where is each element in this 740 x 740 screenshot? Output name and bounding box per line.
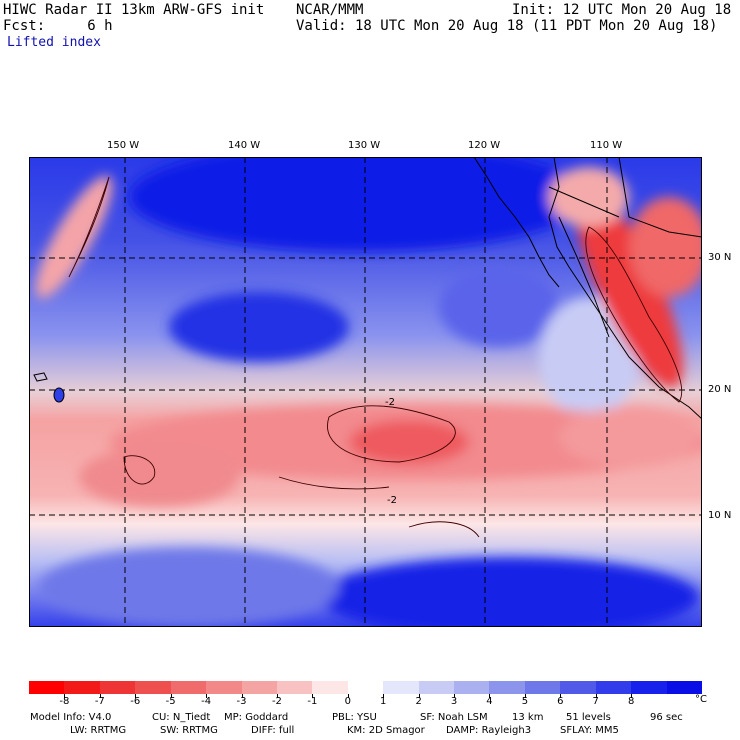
colorbar-swatch xyxy=(135,681,172,694)
footer-levels: 51 levels xyxy=(566,712,611,723)
colorbar-tick-label: 0 xyxy=(344,696,351,707)
colorbar-unit: °C xyxy=(695,694,707,705)
footer-mp: MP: Goddard xyxy=(224,712,289,723)
footer-sf: SF: Noah LSM xyxy=(420,712,488,723)
footer-diff: DIFF: full xyxy=(251,725,295,736)
map-frame xyxy=(29,157,702,627)
colorbar-tick xyxy=(383,694,385,698)
lat-label-20n: 20 N xyxy=(708,384,732,395)
contours xyxy=(68,176,683,538)
footer-pbl: PBL: YSU xyxy=(332,712,377,723)
colorbar-tick xyxy=(347,694,349,698)
colorbar-tick xyxy=(99,694,101,698)
colorbar-tick-label: 7 xyxy=(592,696,599,707)
footer-km: KM: 2D Smagor xyxy=(347,725,425,736)
colorbar-tick-label: -3 xyxy=(236,696,247,707)
colorbar-tick xyxy=(418,694,420,698)
contour-label-2: -2 xyxy=(387,495,397,506)
colorbar-tick xyxy=(206,694,208,698)
footer-timestep: 96 sec xyxy=(650,712,683,723)
lat-label-30n: 30 N xyxy=(708,252,732,263)
colorbar-swatch xyxy=(99,681,136,694)
colorbar-tick-label: 6 xyxy=(557,696,564,707)
colorbar-swatch xyxy=(170,681,207,694)
colorbar-swatch xyxy=(454,681,490,694)
colorbar-tick xyxy=(135,694,137,698)
valid-time: Valid: 18 UTC Mon 20 Aug 18 (11 PDT Mon … xyxy=(296,18,718,34)
colorbar-swatch xyxy=(276,681,313,694)
init-time: Init: 12 UTC Mon 20 Aug 18 xyxy=(512,2,732,18)
field-shading xyxy=(35,142,709,637)
colorbar-tick xyxy=(560,694,562,698)
colorbar-tick xyxy=(170,694,172,698)
colorbar-swatch xyxy=(418,681,455,694)
footer-resolution: 13 km xyxy=(512,712,544,723)
forecast-hour: Fcst: 6 h xyxy=(3,18,113,34)
contour-label: -2 xyxy=(385,397,395,408)
colorbar-tick-label: -6 xyxy=(130,696,141,707)
institution-label: NCAR/MMM xyxy=(296,2,364,18)
colorbar-tick xyxy=(595,694,597,698)
colorbar-tick-label: 4 xyxy=(486,696,493,707)
footer-model-info: Model Info: V4.0 xyxy=(30,712,112,723)
colorbar-tick xyxy=(631,694,633,698)
colorbar-swatch xyxy=(489,681,526,694)
colorbar-tick xyxy=(64,694,66,698)
model-title: HIWC Radar II 13km ARW-GFS init xyxy=(3,2,265,18)
colorbar-tick-label: 8 xyxy=(627,696,635,707)
colorbar-tick xyxy=(312,694,314,698)
colorbar-tick xyxy=(241,694,243,698)
lon-label-110w: 110 W xyxy=(590,140,623,151)
colorbar-swatch xyxy=(29,681,65,694)
lon-label-130w: 130 W xyxy=(348,140,381,151)
lon-label-120w: 120 W xyxy=(468,140,501,151)
lifted-index-map: -2 -2 xyxy=(29,142,709,637)
colorbar-swatch xyxy=(206,681,242,694)
lon-label-150w: 150 W xyxy=(107,140,140,151)
colorbar-tick-label: -1 xyxy=(307,696,318,707)
colorbar-tick-label: -5 xyxy=(165,696,176,707)
hawaii-islands xyxy=(33,372,65,403)
footer-sflay: SFLAY: MM5 xyxy=(560,725,619,736)
colorbar-swatch xyxy=(241,681,278,694)
colorbar-tick xyxy=(276,694,278,698)
footer-damp: DAMP: Rayleigh3 xyxy=(446,725,532,736)
colorbar-swatch xyxy=(312,681,349,694)
colorbar-tick-label: 3 xyxy=(450,696,458,707)
colorbar-tick-label: 2 xyxy=(415,696,422,707)
lon-label-140w: 140 W xyxy=(228,140,261,151)
colorbar-tick-label: -2 xyxy=(271,696,282,707)
footer-lw: LW: RRTMG xyxy=(70,725,127,736)
map-canvas: -2 -2 xyxy=(29,142,709,637)
colorbar-tick xyxy=(454,694,456,698)
colorbar-swatch xyxy=(666,681,703,694)
lat-label-10n: 10 N xyxy=(708,510,732,521)
footer-sw: SW: RRTMG xyxy=(160,725,218,736)
colorbar-swatch xyxy=(524,681,561,694)
colorbar-tick-label: 1 xyxy=(380,696,387,707)
colorbar-swatch xyxy=(64,681,101,694)
colorbar-swatch xyxy=(631,681,668,694)
colorbar-swatch xyxy=(383,681,420,694)
footer-cu: CU: N_Tiedt xyxy=(152,712,211,723)
lat-lon-grid xyxy=(29,157,702,627)
field-name: Lifted index xyxy=(7,35,101,50)
colorbar-swatch xyxy=(595,681,632,694)
colorbar-swatch xyxy=(347,681,384,694)
colorbar xyxy=(29,681,703,694)
colorbar-tick-label: 5 xyxy=(521,696,529,707)
colorbar-tick-label: -7 xyxy=(94,696,105,707)
colorbar-tick-label: -8 xyxy=(59,696,70,707)
colorbar-tick xyxy=(524,694,526,698)
colorbar-swatch xyxy=(560,681,597,694)
colorbar-tick-label: -4 xyxy=(201,696,212,707)
colorbar-tick xyxy=(489,694,491,698)
